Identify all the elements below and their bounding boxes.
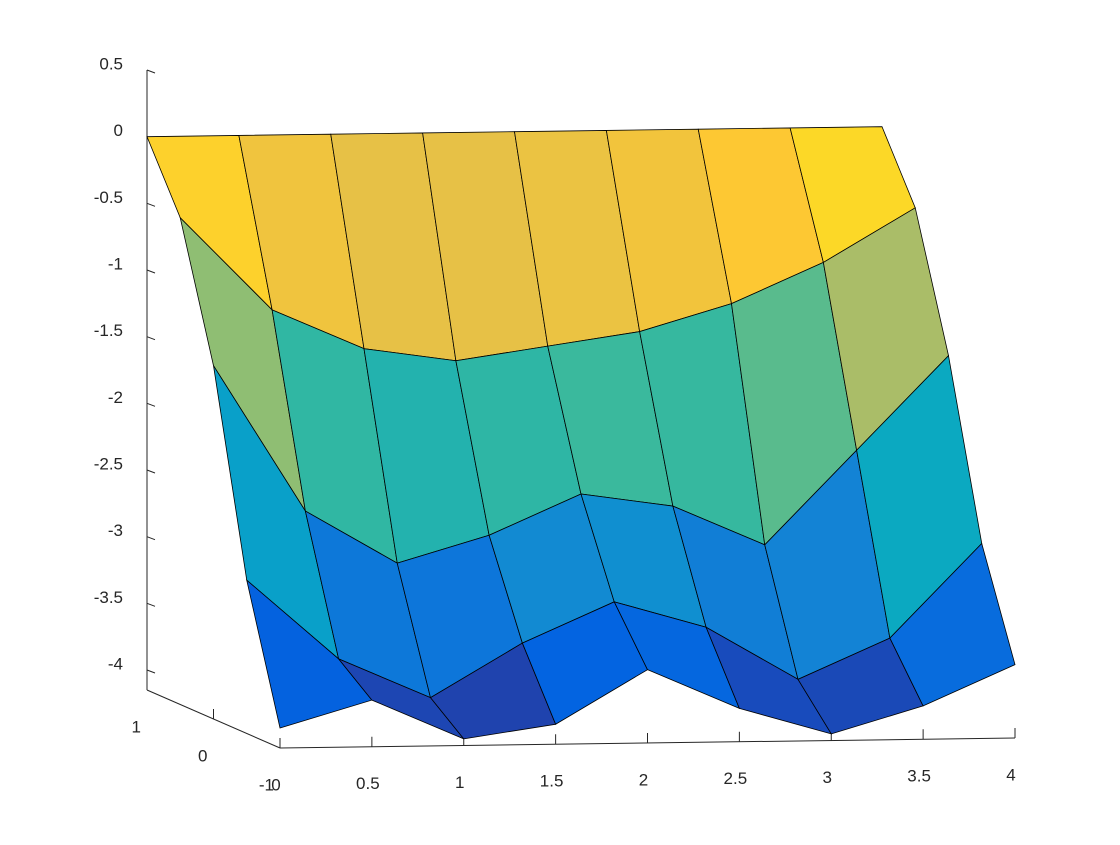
z-tick (146, 269, 156, 274)
surface-patch (889, 542, 1016, 707)
x-tick-label: 3 (823, 768, 832, 787)
z-tick-label: -3 (108, 521, 123, 540)
z-tick-label: -1.5 (94, 321, 123, 340)
x-tick-label: 2.5 (724, 769, 748, 788)
x-tick-label: 1 (455, 773, 464, 792)
x-tick-label: 3.5 (907, 767, 931, 786)
z-tick (146, 69, 156, 74)
z-tick (146, 536, 156, 541)
y-tick-label: -1 (259, 775, 274, 794)
z-tick (146, 669, 156, 674)
z-tick (146, 202, 156, 207)
z-tick-label: -2.5 (94, 454, 123, 473)
z-tick-label: -3.5 (94, 588, 123, 607)
z-tick (146, 469, 156, 474)
x-tick-label: 1.5 (540, 772, 564, 791)
y-tick-label: 1 (132, 717, 141, 736)
z-tick-label: 0 (114, 121, 123, 140)
z-tick (146, 602, 156, 607)
y-tick-label: 0 (198, 746, 207, 765)
z-tick-label: -0.5 (94, 188, 123, 207)
z-tick-label: 0.5 (99, 54, 123, 73)
z-tick (146, 336, 156, 341)
x-tick-label: 0 (271, 775, 280, 794)
z-tick-label: -2 (108, 388, 123, 407)
z-tick (146, 402, 156, 407)
x-tick-label: 2 (639, 770, 648, 789)
x-tick-label: 0.5 (356, 774, 380, 793)
z-tick-label: -4 (108, 654, 123, 673)
x-tick-label: 4 (1006, 765, 1015, 784)
z-tick-label: -1 (108, 254, 123, 273)
